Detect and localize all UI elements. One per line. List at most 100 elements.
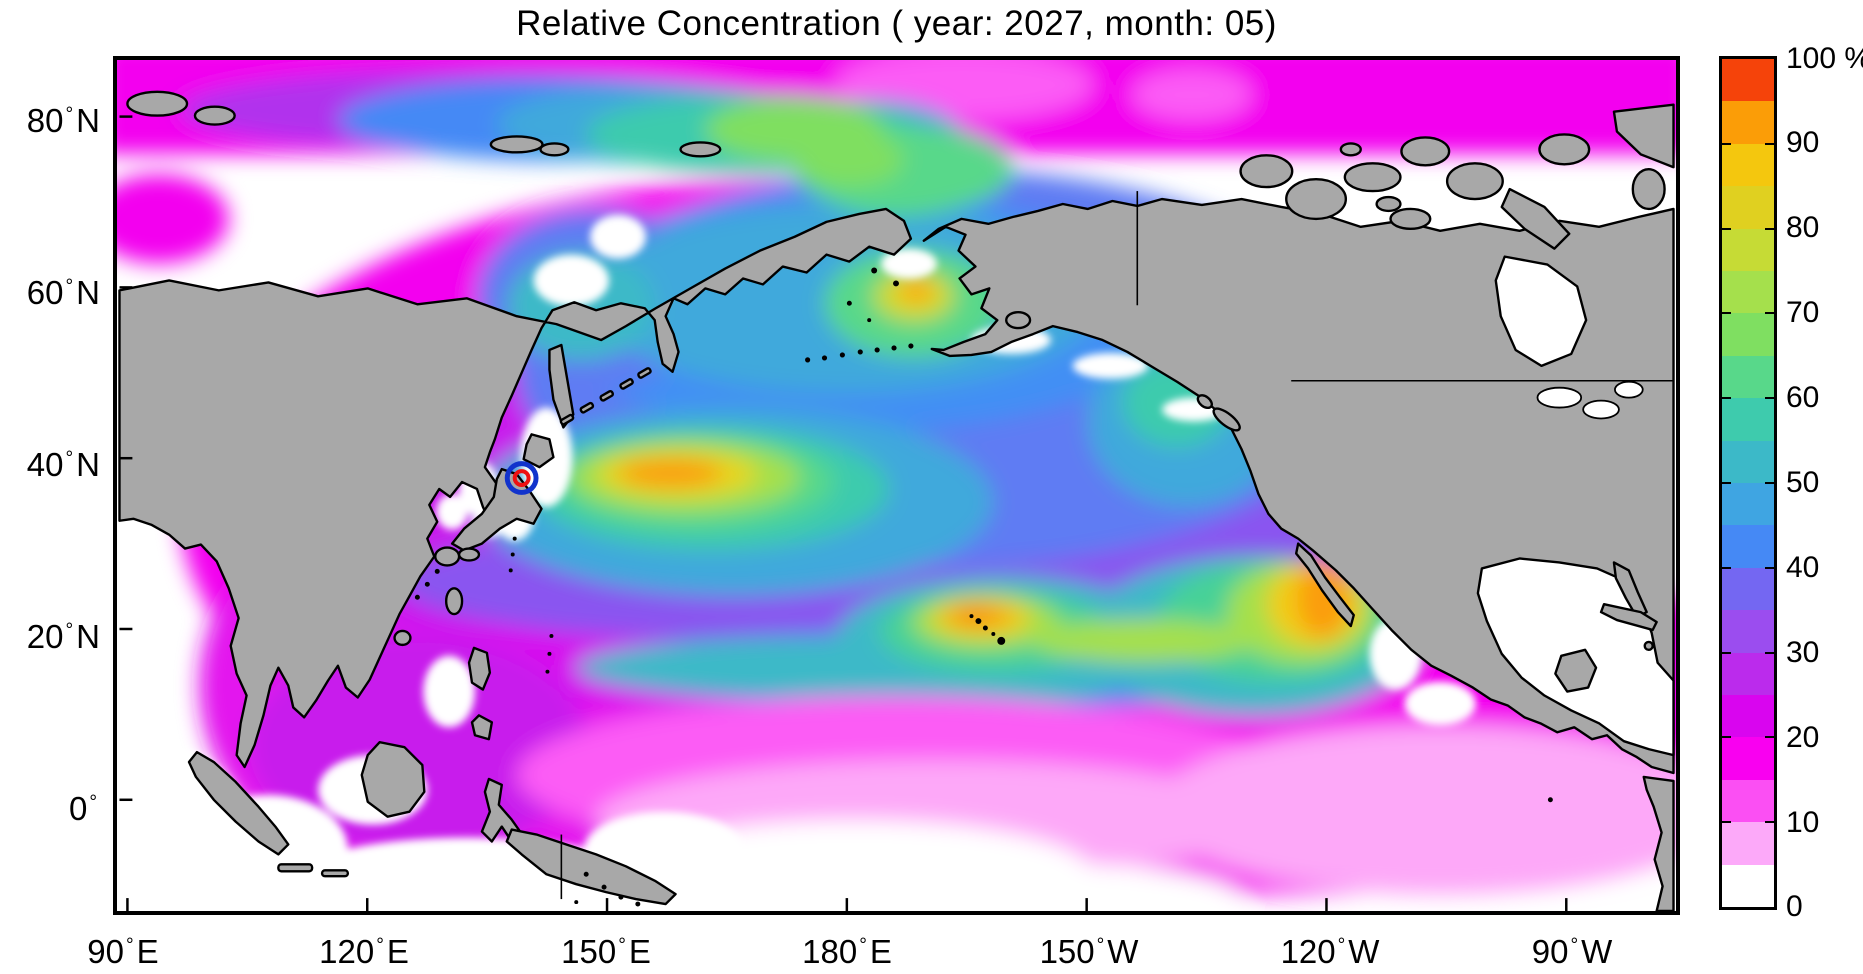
political-borders <box>560 191 1674 900</box>
degree-symbol: ° <box>1096 935 1105 956</box>
colorbar-tick-60 <box>1765 397 1774 400</box>
x-tick-150w: 150 °W <box>1039 933 1139 970</box>
colorbar-tick-50 <box>1765 482 1774 484</box>
degree-symbol: ° <box>376 935 384 956</box>
land-sulawesi <box>480 777 525 846</box>
land-new-siberian-islands-2 <box>539 142 570 157</box>
land-arctic-island-3 <box>1343 162 1402 193</box>
x-tick-90e: 90 °E <box>87 933 159 970</box>
colorbar-band-35-40 <box>1722 567 1774 611</box>
x-tick-120w: 120 °W <box>1280 933 1380 970</box>
great-lake-3 <box>1614 380 1644 399</box>
colorbar-band-95-100 <box>1722 58 1774 102</box>
colorbar-band-15-20 <box>1722 737 1774 780</box>
x-tick-90w: 90 °W <box>1531 933 1613 970</box>
land-arctic-island-8 <box>1538 133 1591 166</box>
land-luzon <box>467 646 492 691</box>
x-tick-180e: 180 °E <box>802 933 892 970</box>
land-ellesmere-corner <box>1612 103 1675 169</box>
y-tick-0: 0 ° <box>68 790 97 827</box>
colorbar-label-80: 80 <box>1786 211 1820 244</box>
colorbar-tick-70 <box>1722 312 1731 315</box>
colorbar-tick-40 <box>1722 566 1731 569</box>
land-hainan <box>393 629 412 647</box>
land-siberian-island-2 <box>193 105 236 126</box>
colorbar-band-45-50 <box>1722 482 1774 526</box>
micronesia-islands <box>583 871 589 877</box>
land-north-america <box>922 197 1675 775</box>
colorbar-tick-30 <box>1765 651 1774 654</box>
land-arctic-island-11 <box>1339 142 1362 157</box>
source-marker <box>504 461 539 495</box>
colorbar-tick-10 <box>1765 821 1774 824</box>
land-vancouver-island <box>1212 407 1241 432</box>
aleutian-islands <box>805 357 811 363</box>
colorbar-label-0: 0 <box>1786 890 1803 923</box>
land-banks-island <box>1239 154 1294 189</box>
colorbar-band-70-75 <box>1722 270 1774 314</box>
figure-title: Relative Concentration ( year: 2027, mon… <box>516 4 1277 43</box>
colorbar-label-60: 60 <box>1786 381 1820 414</box>
degree-symbol: ° <box>1337 935 1346 956</box>
ryukyu-islands <box>434 568 440 574</box>
land-sumatra <box>187 750 290 856</box>
colorbar-band-20-25 <box>1722 694 1774 738</box>
colorbar-bands <box>1722 58 1774 907</box>
colorbar-band-25-30 <box>1722 652 1774 695</box>
hudson-bay <box>1494 255 1588 368</box>
land-arctic-island-10 <box>1631 168 1666 211</box>
colorbar-tick-60 <box>1722 397 1731 400</box>
island-dots <box>414 267 1553 907</box>
colorbar-tick-20 <box>1722 736 1731 739</box>
colorbar-label-50: 50 <box>1786 466 1820 499</box>
land-yucatan <box>1554 648 1598 693</box>
land-cuba <box>1599 602 1658 632</box>
colorbar-label-90: 90 <box>1786 126 1820 159</box>
degree-symbol: ° <box>126 935 134 956</box>
land-new-guinea <box>505 828 677 906</box>
x-tick-150e: 150 °E <box>561 933 651 970</box>
land-eurasia <box>118 207 913 769</box>
colorbar-tick-80 <box>1765 227 1774 230</box>
colorbar-band-30-35 <box>1722 610 1774 653</box>
y-tick-80n: 80 °N <box>26 102 100 139</box>
landmasses <box>118 90 1675 911</box>
colorbar-band-85-90 <box>1722 143 1774 187</box>
degree-symbol: ° <box>65 448 74 469</box>
land-kyushu <box>434 546 461 567</box>
land-kurils-4 <box>619 378 634 390</box>
land-haida-gwaii <box>1196 394 1213 410</box>
y-tick-40n: 40 °N <box>26 446 100 483</box>
degree-symbol: ° <box>65 620 74 641</box>
land-arctic-island-7 <box>1389 207 1432 231</box>
colorbar-band-50-55 <box>1722 440 1774 483</box>
axis-tick-marks <box>119 115 1568 911</box>
izu-bonin-islands <box>512 536 517 541</box>
degree-symbol: ° <box>89 792 97 813</box>
colorbar-tick-30 <box>1722 651 1731 654</box>
land-arctic-island-4 <box>1400 136 1451 167</box>
colorbar-band-75-80 <box>1722 228 1774 271</box>
land-borneo <box>360 740 426 818</box>
land-siberian-island-1 <box>126 90 189 117</box>
colorbar-tick-50 <box>1722 482 1731 484</box>
degree-symbol: ° <box>618 935 626 956</box>
land-new-siberian-islands <box>489 135 544 154</box>
colorbar-tick-40 <box>1765 566 1774 569</box>
map-svg <box>117 60 1676 911</box>
land-mindanao <box>470 714 494 741</box>
colorbar-band-65-70 <box>1722 313 1774 356</box>
land-kurils-3 <box>599 389 615 402</box>
colorbar-tick-90 <box>1765 142 1774 145</box>
colorbar-label-100: 100 % <box>1786 42 1863 75</box>
colorbar-band-5-10 <box>1722 822 1774 865</box>
galapagos <box>1547 797 1553 803</box>
land-arctic-island-12 <box>1375 195 1402 213</box>
colorbar-band-60-65 <box>1722 355 1774 399</box>
colorbar-label-40: 40 <box>1786 551 1820 584</box>
colorbar-tick-90 <box>1722 142 1731 145</box>
land-kurils-5 <box>637 367 652 379</box>
land-baja-california <box>1294 542 1355 628</box>
land-victoria-island <box>1285 177 1348 221</box>
source-marker-inner-ring <box>512 469 531 487</box>
